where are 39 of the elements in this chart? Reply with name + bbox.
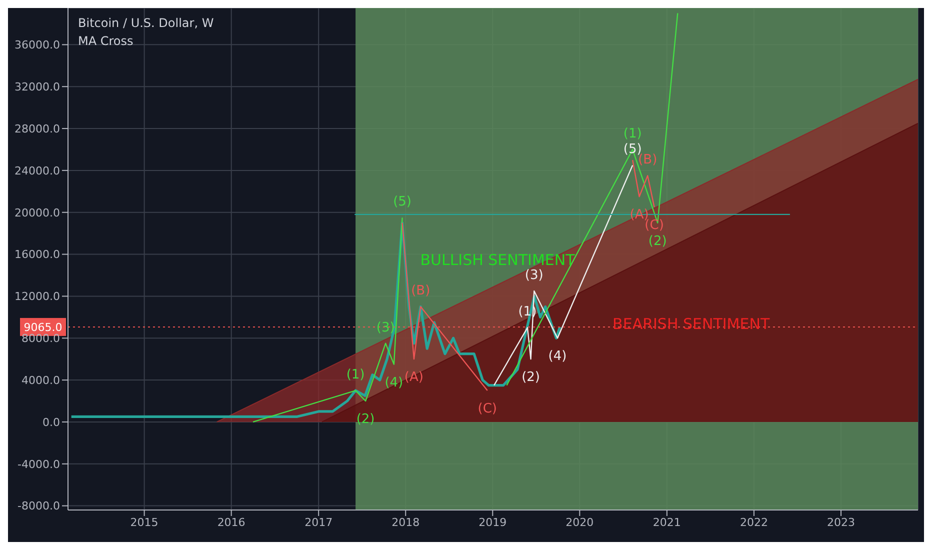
y-tick-label: 28000.0 [14,122,60,136]
annotation: (2) [522,370,540,386]
annotation: (3) [524,268,544,283]
y-tick-label: 32000.0 [14,80,60,94]
y-tick-label: 36000.0 [14,38,60,52]
annotation: (B) [411,284,430,299]
annotation: (1) [346,368,365,383]
annotation: (A) [404,370,424,386]
y-tick-label: -4000.0 [18,458,60,471]
text: Bitcoin / U.S. Dollar, W [78,15,214,32]
x-tick-label: 2022 [740,516,768,529]
ref-line-label: 9065.0 [24,320,62,334]
x-tick-label: 2017 [304,516,333,529]
x-tick-label: 2019 [478,516,507,529]
annotation: (1) [623,126,642,142]
annotation: (C) [644,218,664,234]
annotation: (2) [356,412,375,428]
y-tick-label: -8000.0 [18,500,60,513]
x-tick-label: 2018 [392,516,420,529]
y-tick-label: 0.0 [42,416,60,429]
y-tick-label: 8000.0 [22,332,60,346]
annotation: (2) [648,234,667,249]
y-tick-label: 24000.0 [14,164,60,178]
annotation: (C) [478,402,498,417]
y-tick-label: 16000.0 [14,248,60,262]
annotation: (5) [393,194,412,210]
y-tick-label: 12000.0 [14,290,60,304]
annotation: BEARISH SENTIMENT [612,315,770,334]
y-tick-label: 20000.0 [14,206,60,220]
text: MA Cross [78,33,134,50]
annotation: (4) [548,349,567,364]
y-tick-label: 4000.0 [22,374,60,387]
x-tick-label: 2020 [566,516,594,529]
x-tick-label: 2016 [217,516,246,529]
x-tick-label: 2015 [130,516,158,529]
x-tick-label: 2021 [652,516,681,529]
x-tick-label: 2023 [826,516,855,529]
annotation: (4) [384,375,404,390]
annotation: (B) [638,152,658,168]
